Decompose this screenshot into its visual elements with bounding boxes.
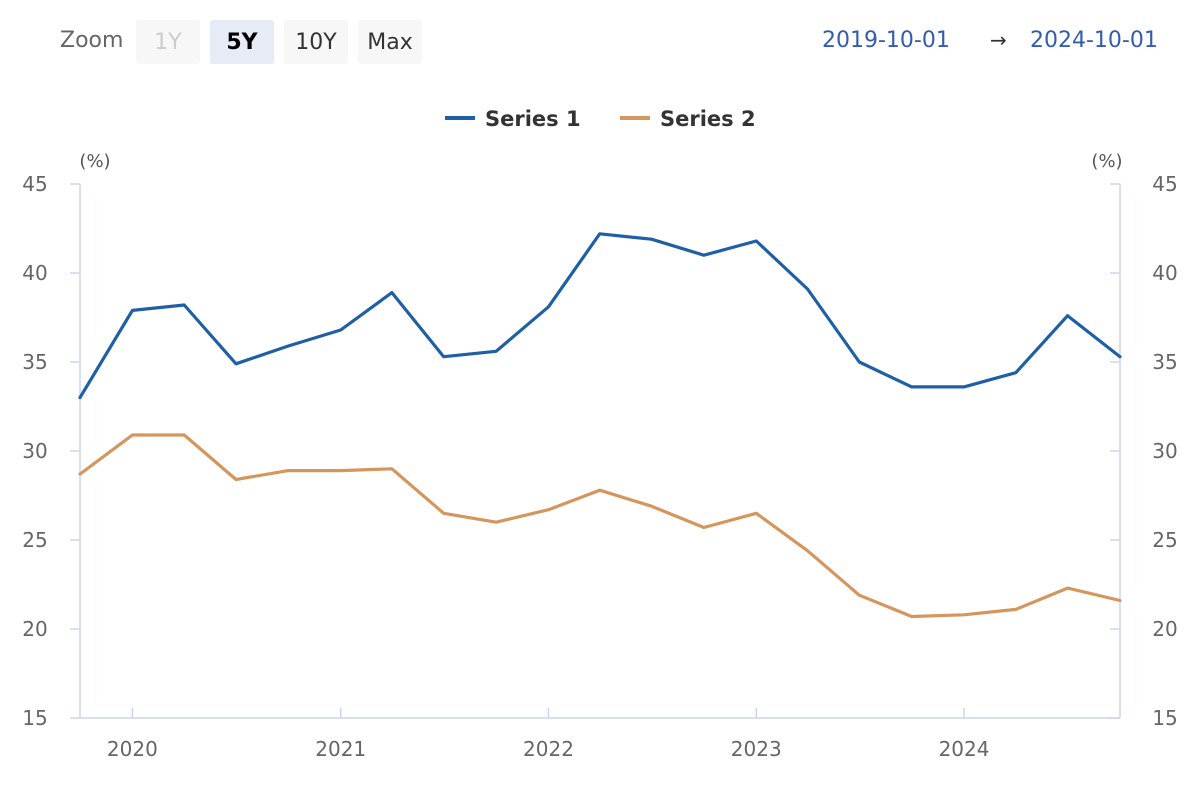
- y-tick-label-left: 20: [22, 617, 47, 641]
- x-tick-label: 2020: [107, 737, 158, 761]
- range-from-input[interactable]: 2019-10-01: [822, 28, 950, 53]
- y-tick-label-right: 40: [1152, 261, 1177, 285]
- range-selector-toolbar: Zoom 1Y 5Y 10Y Max 2019-10-01 → 2024-10-…: [0, 0, 1200, 84]
- legend-series-2-label[interactable]: Series 2: [660, 107, 756, 131]
- range-arrow-icon: →: [990, 28, 1007, 52]
- y-tick-label-right: 15: [1152, 706, 1177, 730]
- zoom-label: Zoom: [60, 28, 124, 53]
- y-axis-right-unit: (%): [1091, 151, 1122, 172]
- series-2-line[interactable]: [78, 433, 1122, 619]
- y-tick-label-right: 20: [1152, 617, 1177, 641]
- axes: [70, 183, 1121, 719]
- zoom-10y-button[interactable]: 10Y: [284, 20, 348, 64]
- y-tick-label-left: 15: [22, 706, 47, 730]
- series-1-line[interactable]: [78, 232, 1122, 400]
- y-axis-left-unit: (%): [79, 151, 110, 172]
- y-tick-label-left: 40: [22, 261, 47, 285]
- y-tick-label-left: 30: [22, 439, 47, 463]
- range-to-input[interactable]: 2024-10-01: [1030, 28, 1158, 53]
- y-tick-label-left: 25: [22, 528, 47, 552]
- x-tick-label: 2023: [731, 737, 782, 761]
- y-tick-label-left: 35: [22, 350, 47, 374]
- y-tick-label-right: 30: [1152, 439, 1177, 463]
- zoom-max-button[interactable]: Max: [358, 20, 422, 64]
- y-tick-label-left: 45: [22, 172, 47, 196]
- zoom-5y-button[interactable]: 5Y: [210, 20, 274, 64]
- series-lines: [78, 232, 1122, 619]
- x-tick-label: 2021: [315, 737, 366, 761]
- y-tick-label-right: 35: [1152, 350, 1177, 374]
- zoom-1y-button[interactable]: 1Y: [136, 20, 200, 64]
- x-tick-label: 2022: [523, 737, 574, 761]
- legend: Series 1 Series 2: [445, 107, 756, 131]
- legend-series-1-label[interactable]: Series 1: [485, 107, 581, 131]
- y-tick-label-right: 25: [1152, 528, 1177, 552]
- x-tick-label: 2024: [939, 737, 990, 761]
- y-tick-label-right: 45: [1152, 172, 1177, 196]
